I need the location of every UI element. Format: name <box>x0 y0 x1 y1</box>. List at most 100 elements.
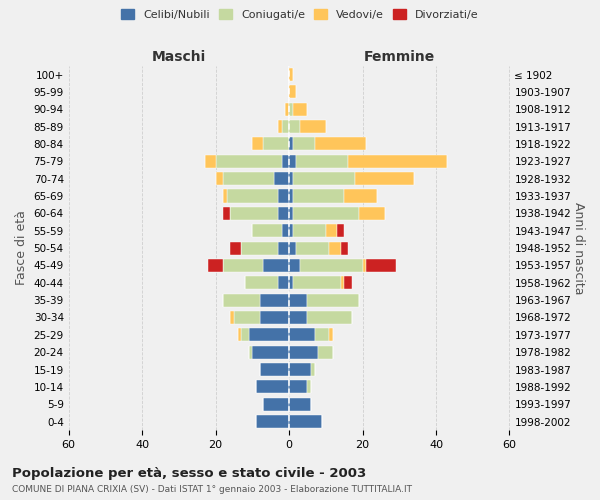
Bar <box>293 207 359 220</box>
Bar <box>293 224 326 237</box>
Bar <box>248 328 289 342</box>
Bar <box>348 155 447 168</box>
Bar <box>289 86 296 98</box>
Bar <box>241 242 278 254</box>
Bar <box>289 380 307 394</box>
Bar <box>289 68 293 81</box>
Bar <box>260 311 289 324</box>
Bar <box>230 242 241 254</box>
Bar <box>289 259 300 272</box>
Bar <box>278 190 289 202</box>
Bar <box>282 120 289 133</box>
Bar <box>263 138 289 150</box>
Bar <box>300 120 326 133</box>
Bar <box>289 120 300 133</box>
Bar <box>289 102 293 116</box>
Bar <box>319 346 333 358</box>
Bar <box>286 102 289 116</box>
Bar <box>278 207 289 220</box>
Bar <box>245 276 278 289</box>
Bar <box>289 190 293 202</box>
Bar <box>344 190 377 202</box>
Y-axis label: Anni di nascita: Anni di nascita <box>572 202 585 294</box>
Y-axis label: Fasce di età: Fasce di età <box>15 210 28 286</box>
Bar <box>205 155 215 168</box>
Bar <box>329 242 341 254</box>
Bar <box>362 259 366 272</box>
Text: Popolazione per età, sesso e stato civile - 2003: Popolazione per età, sesso e stato civil… <box>12 468 366 480</box>
Legend: Celibi/Nubili, Coniugati/e, Vedovi/e, Divorziati/e: Celibi/Nubili, Coniugati/e, Vedovi/e, Di… <box>118 6 482 23</box>
Bar <box>293 138 315 150</box>
Bar <box>256 415 289 428</box>
Bar <box>223 172 274 185</box>
Bar <box>289 328 315 342</box>
Bar <box>223 207 230 220</box>
Bar <box>307 311 352 324</box>
Bar <box>234 311 260 324</box>
Bar <box>289 398 311 411</box>
Bar <box>289 207 293 220</box>
Bar <box>278 120 282 133</box>
Bar <box>289 415 322 428</box>
Bar <box>293 190 344 202</box>
Bar <box>311 363 315 376</box>
Bar <box>289 242 296 254</box>
Bar <box>289 224 293 237</box>
Text: COMUNE DI PIANA CRIXIA (SV) - Dati ISTAT 1° gennaio 2003 - Elaborazione TUTTITAL: COMUNE DI PIANA CRIXIA (SV) - Dati ISTAT… <box>12 486 412 494</box>
Bar <box>215 172 223 185</box>
Bar <box>282 155 289 168</box>
Bar <box>263 259 289 272</box>
Bar <box>366 259 395 272</box>
Bar <box>274 172 289 185</box>
Bar <box>208 259 223 272</box>
Bar <box>289 172 293 185</box>
Bar <box>289 363 311 376</box>
Bar <box>326 224 337 237</box>
Bar <box>289 138 293 150</box>
Bar <box>296 155 348 168</box>
Text: Maschi: Maschi <box>152 50 206 64</box>
Bar <box>289 294 307 306</box>
Bar <box>315 328 329 342</box>
Bar <box>230 207 278 220</box>
Bar <box>307 294 359 306</box>
Bar <box>337 224 344 237</box>
Bar <box>223 294 260 306</box>
Bar <box>307 380 311 394</box>
Bar <box>293 276 341 289</box>
Bar <box>215 155 282 168</box>
Bar <box>293 172 355 185</box>
Bar <box>241 328 248 342</box>
Bar <box>263 398 289 411</box>
Bar <box>248 346 253 358</box>
Bar <box>256 380 289 394</box>
Bar <box>253 346 289 358</box>
Bar <box>341 276 344 289</box>
Bar <box>253 138 263 150</box>
Text: Femmine: Femmine <box>364 50 435 64</box>
Bar <box>293 102 307 116</box>
Bar <box>278 276 289 289</box>
Bar <box>289 346 319 358</box>
Bar <box>238 328 241 342</box>
Bar <box>315 138 366 150</box>
Bar <box>223 259 263 272</box>
Bar <box>341 242 348 254</box>
Bar <box>289 311 307 324</box>
Bar <box>278 242 289 254</box>
Bar <box>230 311 234 324</box>
Bar <box>355 172 414 185</box>
Bar <box>223 190 227 202</box>
Bar <box>260 363 289 376</box>
Bar <box>260 294 289 306</box>
Bar <box>359 207 385 220</box>
Bar <box>329 328 333 342</box>
Bar <box>282 224 289 237</box>
Bar <box>289 276 293 289</box>
Bar <box>289 155 296 168</box>
Bar <box>227 190 278 202</box>
Bar <box>300 259 362 272</box>
Bar <box>253 224 282 237</box>
Bar <box>296 242 329 254</box>
Bar <box>344 276 352 289</box>
